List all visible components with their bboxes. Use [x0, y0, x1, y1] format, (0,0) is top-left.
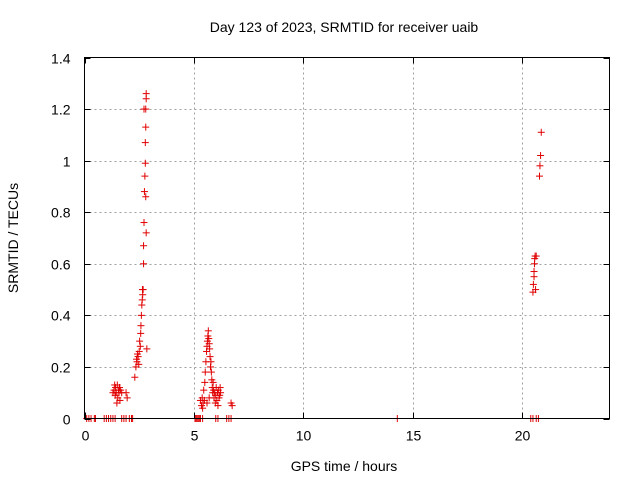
data-point	[136, 337, 144, 345]
y-tick-label: 0.4	[51, 308, 71, 324]
tick-labels-layer: 0 5 10 15 20 0 0.2 0.4 0.6 0.8 1 1.2 1.4	[51, 51, 530, 444]
data-point	[206, 353, 214, 361]
data-point	[207, 358, 215, 366]
y-tick-label: 0.6	[51, 257, 71, 273]
x-tick-label: 20	[515, 428, 531, 444]
y-tick-label: 0	[63, 412, 71, 428]
data-point	[142, 193, 150, 201]
data-point	[142, 90, 150, 98]
plot-frame	[84, 57, 610, 419]
y-tick-label: 1.2	[51, 102, 71, 118]
x-axis-label: GPS time / hours	[291, 458, 398, 474]
data-point	[143, 345, 151, 353]
data-point	[142, 123, 150, 131]
data-point	[228, 402, 236, 410]
data-point	[137, 322, 145, 330]
data-point	[537, 151, 545, 159]
data-point	[206, 345, 214, 353]
data-point	[536, 162, 544, 170]
y-tick-label: 1	[63, 154, 71, 170]
x-tick-label: 15	[406, 428, 422, 444]
y-tick-label: 1.4	[51, 51, 71, 67]
data-point	[217, 389, 225, 397]
data-point	[142, 229, 150, 237]
data-point	[122, 389, 130, 397]
x-tick-label: 0	[82, 428, 90, 444]
data-point	[536, 172, 543, 180]
data-point	[139, 286, 147, 294]
data-point	[136, 342, 144, 350]
data-point	[134, 353, 142, 361]
data-point	[112, 389, 120, 397]
data-point	[140, 188, 148, 196]
data-point	[140, 242, 148, 250]
data-point	[113, 399, 121, 407]
x-tick-label: 10	[296, 428, 312, 444]
data-point	[537, 128, 545, 136]
data-point	[200, 386, 208, 394]
data-point	[214, 402, 222, 410]
data-point	[529, 280, 537, 288]
data-point	[201, 378, 209, 386]
data-point	[135, 347, 143, 355]
data-point	[137, 329, 145, 337]
chart-title: Day 123 of 2023, SRMTID for receiver uai…	[210, 19, 479, 35]
x-tick-label: 5	[191, 428, 199, 444]
data-point	[532, 252, 540, 260]
data-point	[209, 378, 217, 386]
data-point	[201, 368, 209, 376]
data-point	[204, 327, 212, 335]
data-point	[203, 399, 211, 407]
data-point	[205, 394, 213, 402]
data-point	[111, 381, 119, 389]
data-point	[140, 260, 148, 268]
points-layer	[83, 90, 545, 422]
ticks-layer	[84, 57, 610, 420]
grid-layer	[84, 57, 610, 419]
y-axis-label: SRMTID / TECUs	[5, 183, 21, 293]
data-point	[140, 105, 148, 113]
data-point	[141, 159, 149, 167]
data-point	[137, 311, 145, 319]
data-point	[135, 360, 143, 368]
data-point	[131, 373, 139, 381]
data-point	[141, 139, 149, 147]
y-tick-label: 0.2	[51, 360, 71, 376]
data-point	[140, 219, 148, 227]
data-point	[123, 394, 131, 402]
data-point	[530, 268, 538, 276]
y-tick-label: 0.8	[51, 205, 71, 221]
data-point	[141, 172, 149, 180]
data-point	[532, 286, 540, 294]
data-point	[207, 368, 215, 376]
